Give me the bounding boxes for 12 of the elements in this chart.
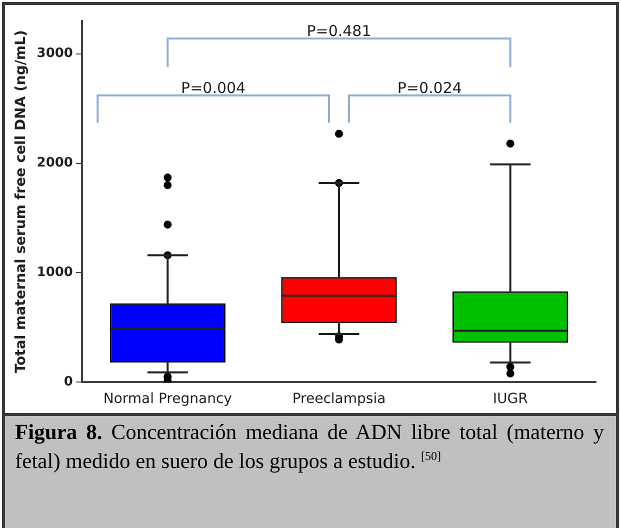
y-tick-label: 1000: [36, 265, 73, 280]
y-tick-label: 3000: [36, 46, 73, 62]
annotation: P=0.024: [397, 78, 462, 97]
annotation: P=0.004: [181, 78, 246, 97]
y-tick-label: 2000: [36, 156, 73, 171]
y-tick-label: 0: [64, 374, 73, 390]
annotation: P=0.481: [306, 22, 372, 40]
y-axis-title: Total maternal serum free cell DNA (ng/mL): [13, 30, 30, 374]
x-tick-label: Preeclampsia: [292, 391, 386, 408]
text: Figura 8. Concentración mediana de ADN libre total (materno y fetal) medido en suero de los grupos a estudio. $^{[50]}$: [15, 420, 604, 474]
x-tick-label: Normal Pregnancy: [103, 391, 232, 408]
x-tick-label: IUGR: [492, 391, 528, 408]
